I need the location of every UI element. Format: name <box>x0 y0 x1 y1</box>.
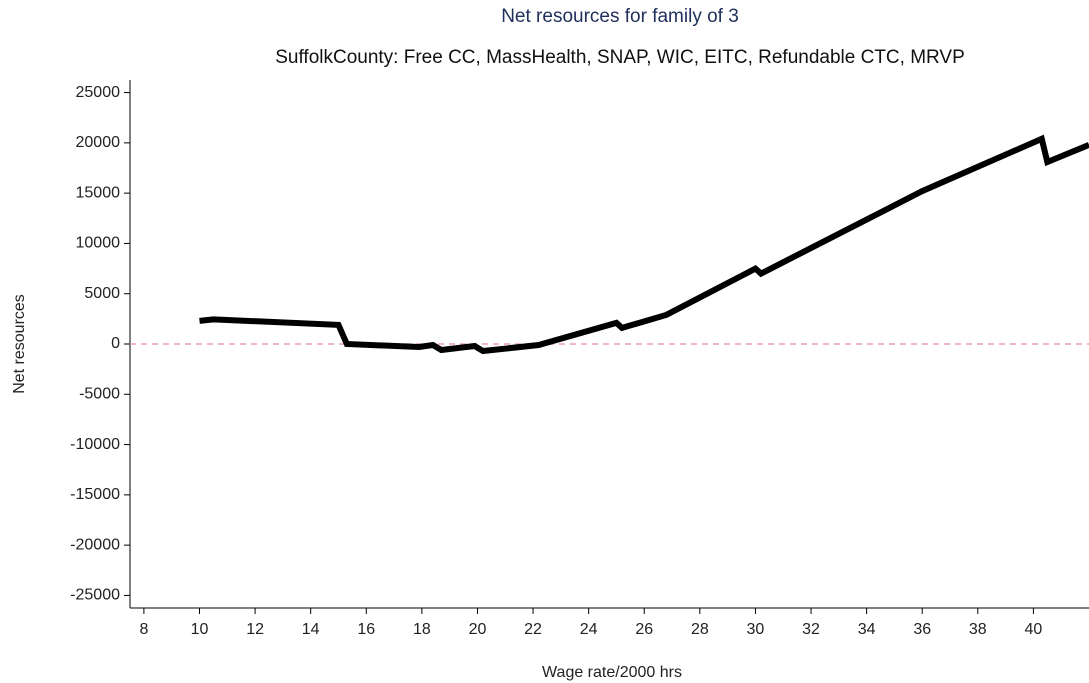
y-tick-label: -20000 <box>70 536 120 553</box>
y-tick-label: -15000 <box>70 486 120 503</box>
x-tick-label: 26 <box>635 621 653 638</box>
y-tick-label: -25000 <box>70 587 120 604</box>
y-axis-label: Net resources <box>11 294 28 394</box>
x-tick-label: 28 <box>691 621 709 638</box>
x-tick-label: 40 <box>1025 621 1043 638</box>
y-tick-label: 0 <box>111 335 120 352</box>
chart-title: Net resources for family of 3 <box>501 6 739 27</box>
x-tick-label: 36 <box>913 621 931 638</box>
x-tick-label: 32 <box>802 621 820 638</box>
y-tick-label: 20000 <box>76 134 121 151</box>
x-tick-label: 12 <box>246 621 264 638</box>
line-series <box>199 134 1089 355</box>
y-tick-label: -5000 <box>79 386 120 403</box>
x-tick-label: 34 <box>858 621 876 638</box>
y-tick-label: 15000 <box>76 184 121 201</box>
y-tick-label: -10000 <box>70 436 120 453</box>
x-tick-label: 38 <box>969 621 987 638</box>
x-tick-label: 8 <box>139 621 148 638</box>
x-tick-label: 14 <box>302 621 320 638</box>
x-tick-label: 20 <box>469 621 487 638</box>
x-tick-label: 16 <box>357 621 375 638</box>
x-tick-label: 24 <box>580 621 598 638</box>
x-tick-label: 18 <box>413 621 431 638</box>
x-tick-label: 10 <box>191 621 209 638</box>
x-tick-label: 22 <box>524 621 542 638</box>
y-tick-label: 5000 <box>84 285 120 302</box>
y-tick-label: 25000 <box>76 84 121 101</box>
chart-subtitle: SuffolkCounty: Free CC, MassHealth, SNAP… <box>275 47 965 68</box>
x-axis-label: Wage rate/2000 hrs <box>542 664 682 681</box>
x-tick-label: 30 <box>747 621 765 638</box>
y-tick-label: 10000 <box>76 235 121 252</box>
